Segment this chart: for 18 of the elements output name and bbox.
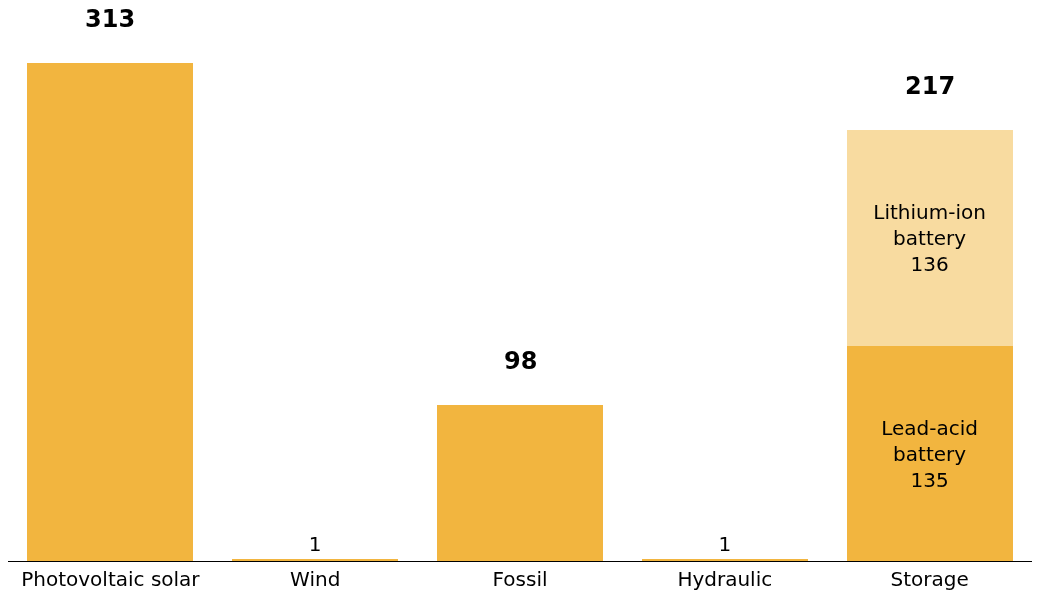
x-tick-label: Hydraulic [677, 567, 773, 591]
data-label: 136 [910, 251, 949, 276]
x-tick-label: Fossil [492, 567, 548, 591]
total-label: 98 [504, 347, 538, 375]
bar [437, 405, 603, 561]
bar [846, 129, 1013, 347]
total-label: 313 [85, 5, 136, 33]
x-tick-label: Photovoltaic solar [21, 567, 201, 591]
series-label: Lithium-ion battery [873, 199, 986, 250]
series-label: Lead-acid battery [881, 415, 978, 466]
data-label: 1 [308, 532, 322, 556]
bar [27, 62, 194, 561]
data-label: 1 [718, 532, 732, 556]
annotation: 217 [905, 72, 956, 100]
x-tick-label: Storage [890, 567, 969, 591]
bar [846, 346, 1013, 561]
x-tick-label: Wind [290, 567, 341, 591]
data-label: 135 [910, 467, 949, 492]
